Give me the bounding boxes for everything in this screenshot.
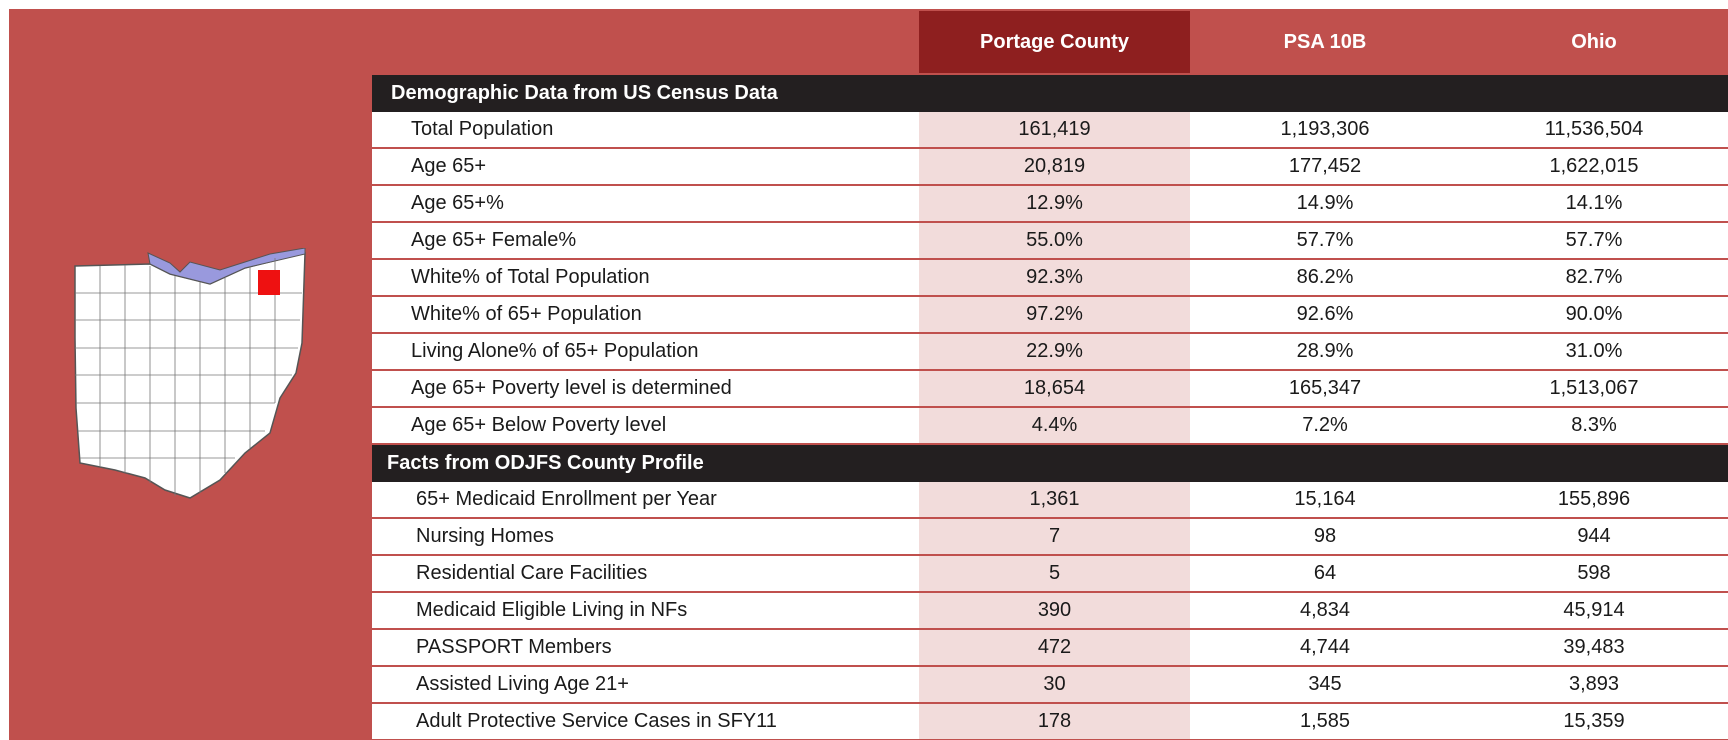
value-cell: 86.2% [1190,260,1460,297]
value-cell: 12.9% [919,186,1190,223]
row-label: Assisted Living Age 21+ [372,667,919,704]
value-cell: 57.7% [1460,223,1728,260]
value-cell: 64 [1190,556,1460,593]
value-cell: 7.2% [1190,408,1460,445]
value-cell: 472 [919,630,1190,667]
row-label: 65+ Medicaid Enrollment per Year [372,482,919,519]
row-label: White% of 65+ Population [372,297,919,334]
row-label: Adult Protective Service Cases in SFY11 [372,704,919,740]
value-cell: 18,654 [919,371,1190,408]
value-cell: 345 [1190,667,1460,704]
value-cell: 97.2% [919,297,1190,334]
row-label: Age 65+ [372,149,919,186]
header-highlight [919,11,1190,73]
value-cell: 57.7% [1190,223,1460,260]
value-cell: 92.3% [919,260,1190,297]
value-cell: 45,914 [1460,593,1728,630]
value-cell: 1,622,015 [1460,149,1728,186]
value-cell: 28.9% [1190,334,1460,371]
value-cell: 598 [1460,556,1728,593]
row-label: Residential Care Facilities [372,556,919,593]
row-label: PASSPORT Members [372,630,919,667]
row-label: Age 65+% [372,186,919,223]
value-cell: 30 [919,667,1190,704]
row-label: Living Alone% of 65+ Population [372,334,919,371]
value-cell: 14.1% [1460,186,1728,223]
value-cell: 82.7% [1460,260,1728,297]
value-cell: 1,585 [1190,704,1460,740]
section-header: Facts from ODJFS County Profile [372,445,1728,482]
value-cell: 944 [1460,519,1728,556]
value-cell: 4,834 [1190,593,1460,630]
row-label: Age 65+ Below Poverty level [372,408,919,445]
row-label: Medicaid Eligible Living in NFs [372,593,919,630]
value-cell: 1,513,067 [1460,371,1728,408]
row-label: Age 65+ Poverty level is determined [372,371,919,408]
value-cell: 20,819 [919,149,1190,186]
value-cell: 98 [1190,519,1460,556]
value-cell: 15,164 [1190,482,1460,519]
value-cell: 22.9% [919,334,1190,371]
value-cell: 90.0% [1460,297,1728,334]
column-header: PSA 10B [1283,30,1367,53]
row-label: White% of Total Population [372,260,919,297]
value-cell: 15,359 [1460,704,1728,740]
value-cell: 4,744 [1190,630,1460,667]
column-header: Ohio [1571,30,1617,53]
value-cell: 92.6% [1190,297,1460,334]
section-header: Demographic Data from US Census Data [372,75,1728,112]
value-cell: 31.0% [1460,334,1728,371]
ohio-map [74,248,306,499]
value-cell: 177,452 [1190,149,1460,186]
value-cell: 11,536,504 [1460,112,1728,149]
row-label: Nursing Homes [372,519,919,556]
row-label: Total Population [372,112,919,149]
value-cell: 39,483 [1460,630,1728,667]
value-cell: 4.4% [919,408,1190,445]
value-cell: 3,893 [1460,667,1728,704]
value-cell: 1,361 [919,482,1190,519]
value-cell: 14.9% [1190,186,1460,223]
value-cell: 161,419 [919,112,1190,149]
value-cell: 390 [919,593,1190,630]
value-cell: 1,193,306 [1190,112,1460,149]
value-cell: 8.3% [1460,408,1728,445]
value-cell: 155,896 [1460,482,1728,519]
value-cell: 55.0% [919,223,1190,260]
value-cell: 5 [919,556,1190,593]
value-cell: 7 [919,519,1190,556]
value-cell: 165,347 [1190,371,1460,408]
row-label: Age 65+ Female% [372,223,919,260]
value-cell: 178 [919,704,1190,740]
column-header: Portage County [980,30,1129,53]
